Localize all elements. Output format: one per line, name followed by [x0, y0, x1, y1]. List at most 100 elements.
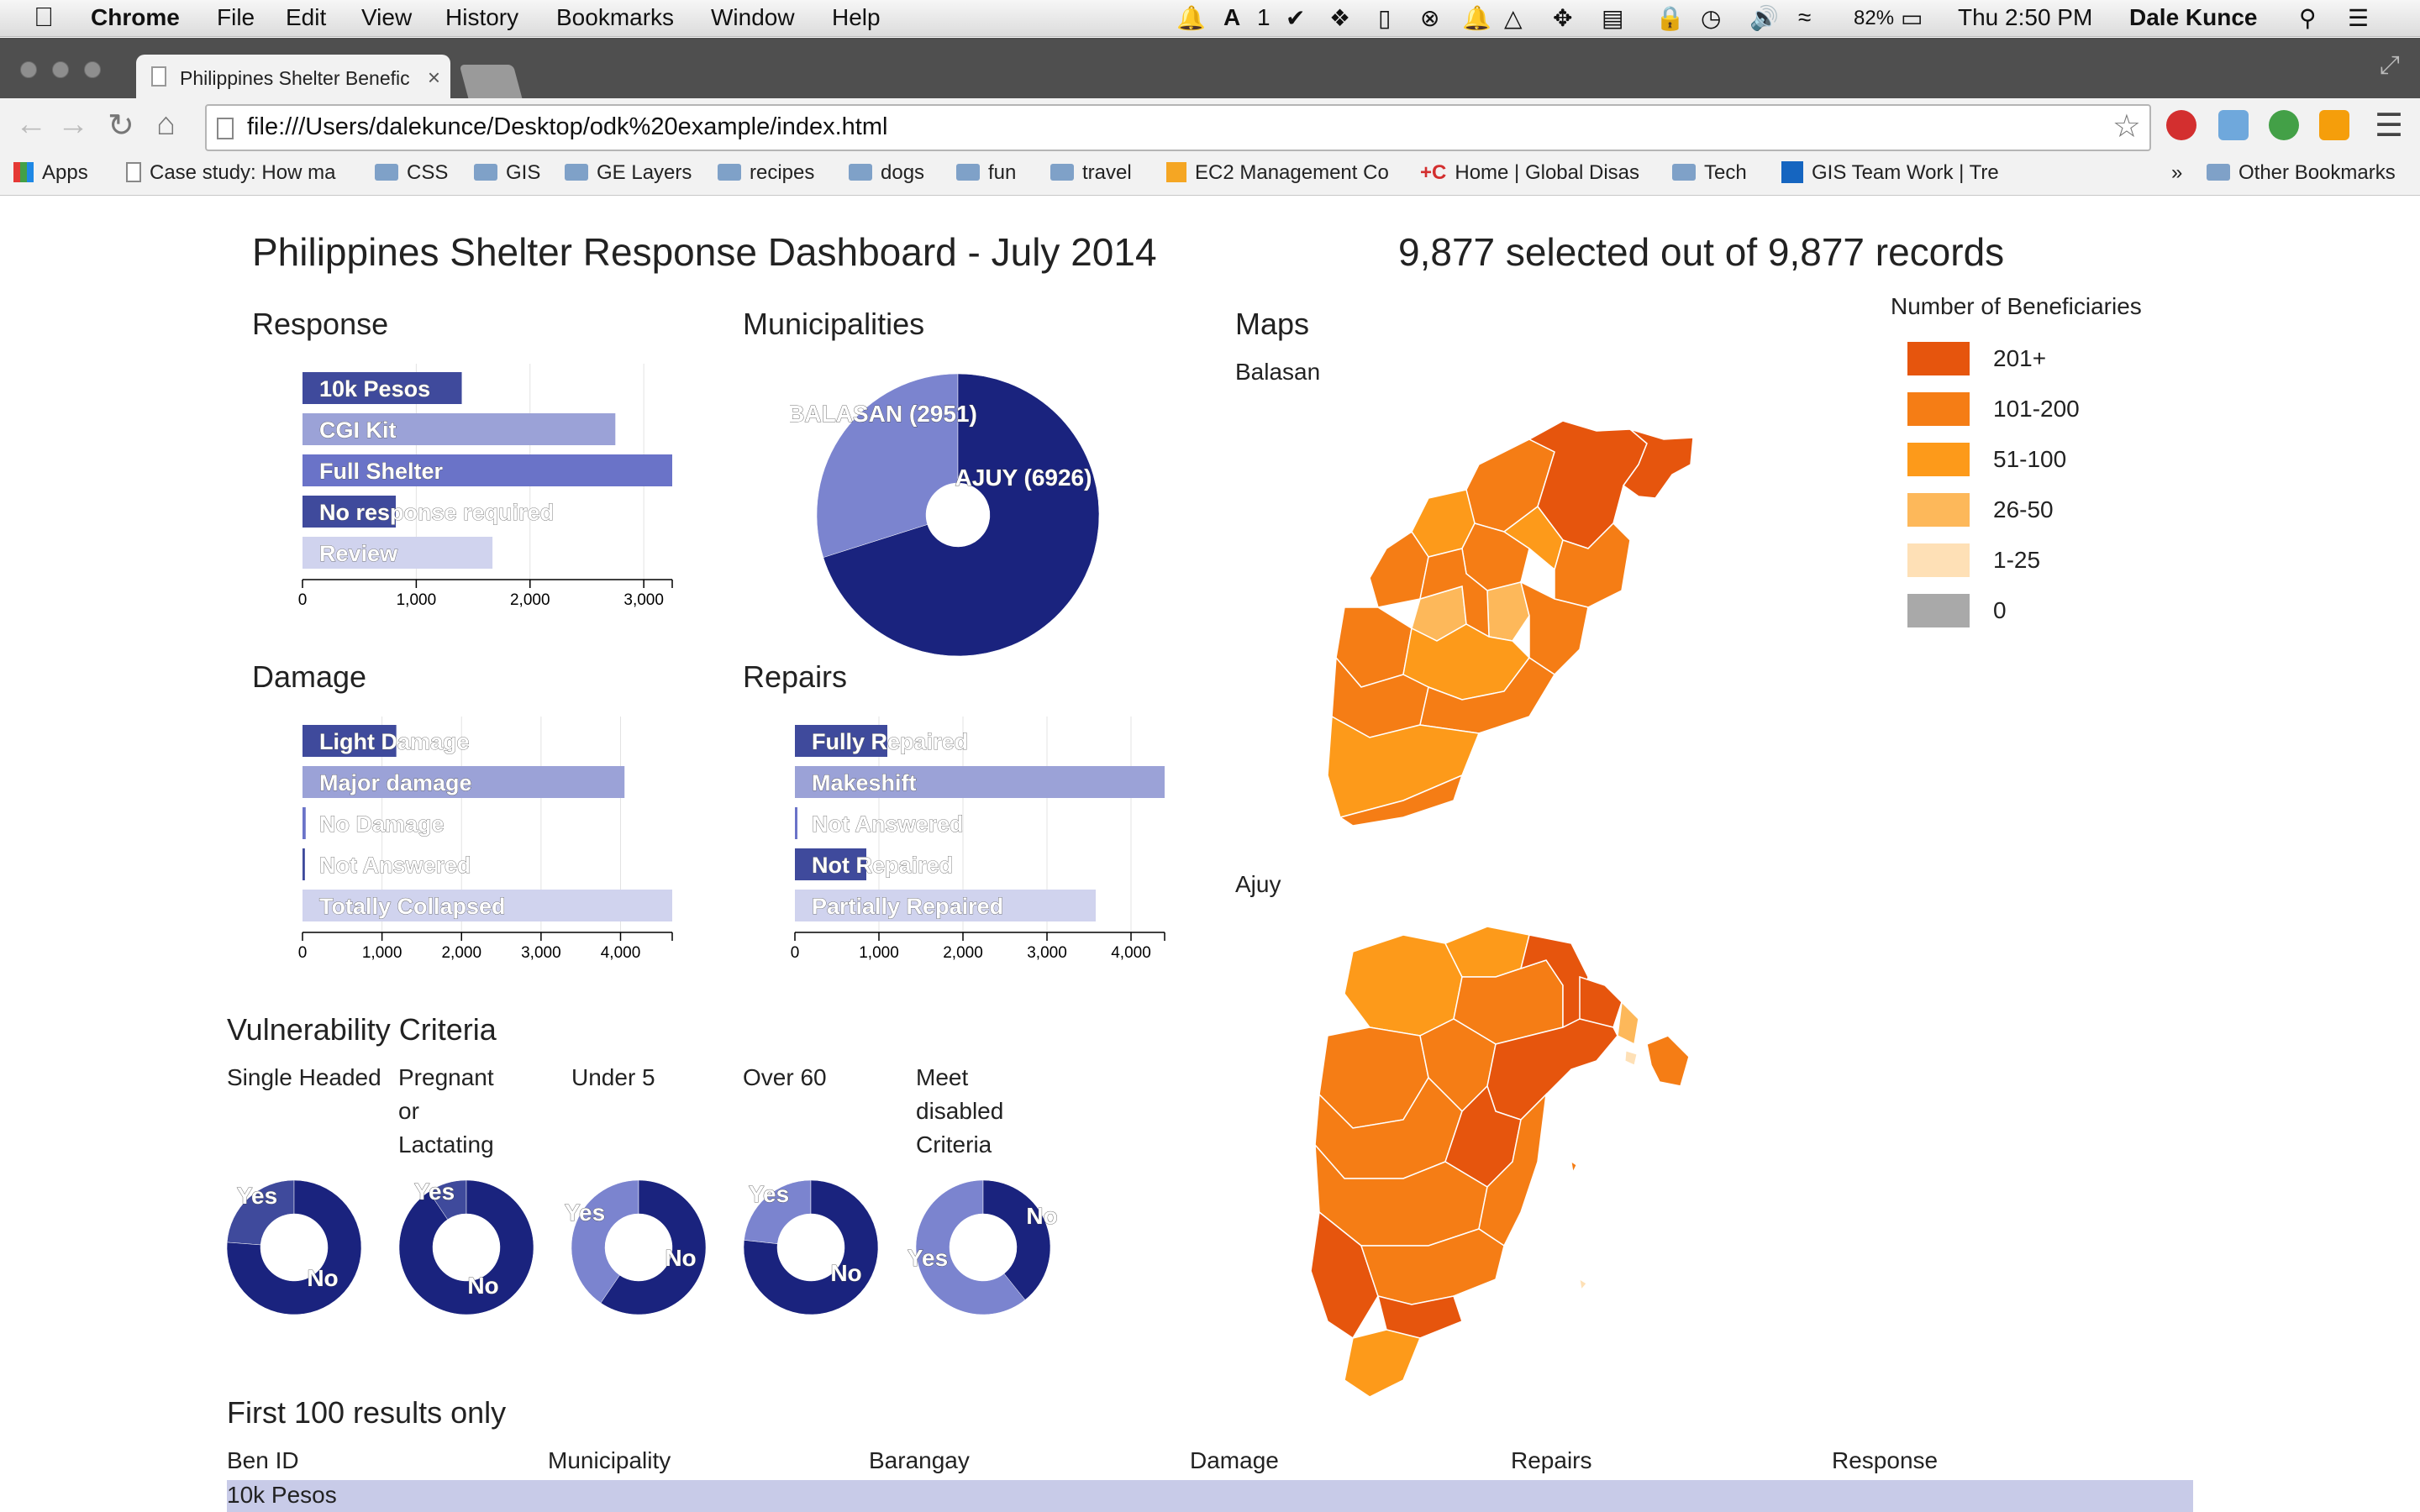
extension-off-icon[interactable] — [2319, 110, 2349, 140]
bookmark-gis-team-work[interactable]: GIS Team Work | Tre — [1781, 161, 2008, 185]
menu-history[interactable]: History — [445, 4, 519, 30]
pie-slice[interactable] — [816, 373, 959, 558]
map-region[interactable] — [1579, 1278, 1587, 1291]
menu-view[interactable]: View — [361, 4, 413, 30]
memory-icon[interactable]: ▤ — [1602, 5, 1624, 31]
window-close-button[interactable] — [20, 61, 37, 78]
extension-ladybug-icon[interactable] — [2166, 110, 2196, 140]
bookmark-folder-fun[interactable]: fun — [956, 161, 1016, 185]
address-url[interactable]: file:///Users/dalekunce/Desktop/odk%20ex… — [247, 113, 888, 140]
over-60-donut-chart[interactable]: Yes No — [735, 1172, 886, 1323]
bookmark-folder-css[interactable]: CSS — [375, 161, 448, 185]
bookmark-apps[interactable]: Apps — [13, 161, 88, 185]
map-region[interactable] — [1622, 428, 1694, 499]
extension-green-icon[interactable] — [2269, 110, 2299, 140]
repairs-bar-chart[interactable]: Fully Repaired Makeshift Not Answered Not R… — [778, 717, 1181, 969]
bar[interactable] — [795, 766, 1165, 798]
window-zoom-button[interactable] — [84, 61, 101, 78]
new-tab-button[interactable] — [459, 65, 523, 98]
map-region[interactable] — [1554, 522, 1631, 608]
apple-icon[interactable]:  — [34, 2, 54, 33]
fullscreen-icon[interactable]: ⤢ — [2380, 51, 2400, 79]
single-headed-donut-chart[interactable]: Yes No — [218, 1172, 370, 1323]
pie-slice[interactable] — [398, 1179, 534, 1315]
menu-bookmarks[interactable]: Bookmarks — [556, 4, 675, 30]
map-region[interactable] — [1519, 580, 1589, 675]
user-name[interactable]: Dale Kunce — [2129, 4, 2258, 30]
map-region[interactable] — [1617, 1000, 1639, 1046]
damage-bar-chart[interactable]: Light Damage Major damage No Damage Not Ans… — [286, 717, 689, 969]
bar[interactable] — [795, 725, 887, 757]
map-region[interactable] — [1646, 1035, 1690, 1087]
bookmark-case-study[interactable]: Case study: How ma — [126, 161, 351, 185]
status-check-icon[interactable]: ✔ — [1286, 5, 1306, 31]
battery-icon[interactable]: ▭ — [1901, 5, 1923, 31]
sync-icon[interactable]: ⊗ — [1420, 5, 1440, 31]
pie-slice[interactable] — [915, 1179, 1026, 1315]
bookmark-star-icon[interactable]: ☆ — [2112, 109, 2141, 144]
col-barangay[interactable]: Barangay — [869, 1447, 970, 1473]
window-minimize-button[interactable] — [52, 61, 69, 78]
chrome-menu-icon[interactable]: ☰ — [2375, 108, 2404, 144]
volume-icon[interactable]: 🔊 — [1749, 5, 1779, 31]
disabled-donut-chart[interactable]: Yes No — [908, 1172, 1059, 1323]
pie-slice[interactable] — [823, 373, 1100, 657]
menu-file[interactable]: File — [217, 4, 255, 30]
col-damage[interactable]: Damage — [1190, 1447, 1279, 1473]
adobe-icon[interactable]: A — [1223, 4, 1241, 30]
bar[interactable] — [302, 454, 672, 486]
wifi-icon[interactable]: ≈ — [1798, 4, 1812, 30]
bookmark-folder-recipes[interactable]: recipes — [718, 161, 814, 185]
reload-icon[interactable]: ↻ — [108, 108, 134, 144]
bar[interactable] — [302, 413, 616, 445]
bar[interactable] — [302, 848, 305, 880]
bar[interactable] — [302, 766, 625, 798]
map-region[interactable] — [1369, 530, 1429, 608]
home-icon[interactable]: ⌂ — [156, 107, 176, 142]
battery-monitor-icon[interactable]: ▯ — [1378, 5, 1392, 31]
spotlight-search-icon[interactable]: ⚲ — [2299, 5, 2317, 31]
bar[interactable] — [795, 848, 866, 880]
bookmark-folder-gis[interactable]: GIS — [474, 161, 540, 185]
map-region[interactable] — [1339, 774, 1464, 827]
lock-icon[interactable]: 🔒 — [1655, 5, 1685, 31]
forward-arrow-icon[interactable]: → — [57, 107, 89, 142]
bar[interactable] — [302, 890, 672, 921]
menu-help[interactable]: Help — [832, 4, 881, 30]
bar[interactable] — [795, 807, 797, 839]
bookmark-folder-ge-layers[interactable]: GE Layers — [565, 161, 692, 185]
menu-window[interactable]: Window — [711, 4, 795, 30]
tab-dashboard[interactable]: Philippines Shelter Benefic × — [136, 55, 450, 98]
menu-edit[interactable]: Edit — [286, 4, 327, 30]
extension-folder-icon[interactable] — [2218, 110, 2249, 140]
move-icon[interactable]: ✥ — [1553, 5, 1573, 31]
bookmark-other-bookmarks[interactable]: Other Bookmarks — [2207, 161, 2396, 185]
notification-center-icon[interactable]: ☰ — [2348, 5, 2370, 31]
pregnant-donut-chart[interactable]: Yes No — [391, 1172, 542, 1323]
map-region[interactable] — [1344, 934, 1463, 1037]
pie-slice[interactable] — [226, 1179, 362, 1315]
back-arrow-icon[interactable]: ← — [15, 107, 47, 142]
bar[interactable] — [302, 537, 493, 569]
bar[interactable] — [302, 807, 306, 839]
pie-slice[interactable] — [600, 1179, 707, 1315]
bookmark-folder-travel[interactable]: travel — [1050, 161, 1132, 185]
ajuy-choropleth-map[interactable] — [1294, 910, 1714, 1414]
bookmark-global-disaster[interactable]: +C Home | Global Disas — [1420, 161, 1647, 185]
bookmark-ec2[interactable]: EC2 Management Co — [1166, 161, 1393, 185]
time-machine-icon[interactable]: ◷ — [1701, 5, 1722, 31]
notification-bell-icon[interactable]: 🔔 — [1176, 5, 1206, 31]
table-group-row[interactable]: 10k Pesos — [227, 1480, 2193, 1512]
response-bar-chart[interactable]: 10k Pesos CGI Kit Full Shelter No response … — [286, 364, 689, 616]
alert-bell-icon[interactable]: 🔔 — [1462, 5, 1491, 31]
bar[interactable] — [302, 725, 397, 757]
bar[interactable] — [302, 496, 397, 528]
pie-slice[interactable] — [226, 1179, 295, 1246]
bookmark-folder-tech[interactable]: Tech — [1672, 161, 1747, 185]
pie-slice[interactable] — [982, 1179, 1051, 1300]
municipalities-pie-chart[interactable]: BALASAN (2951) AJUY (6926) — [790, 347, 1126, 683]
under-5-donut-chart[interactable]: Yes No — [563, 1172, 714, 1323]
col-response[interactable]: Response — [1832, 1447, 1939, 1473]
drive-icon[interactable]: △ — [1504, 5, 1523, 31]
balasan-choropleth-map[interactable] — [1277, 406, 1714, 834]
